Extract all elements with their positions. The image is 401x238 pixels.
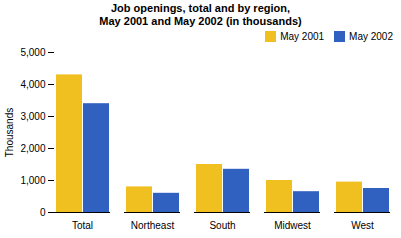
svg-text:0: 0 (40, 207, 46, 218)
html-text:Job openings, total and by reg: Job openings, total and by region, (111, 2, 290, 14)
html-text:May 2001 and May 2002 (in thou: May 2001 and May 2002 (in thousands) (99, 15, 302, 27)
svg-text:2,000: 2,000 (20, 143, 45, 154)
svg-text:West: West (351, 220, 374, 231)
svg-text:4,000: 4,000 (20, 79, 45, 90)
svg-text:5,000: 5,000 (20, 47, 45, 58)
svg-text:Northeast: Northeast (131, 220, 175, 231)
html-text:May 2001: May 2001 (280, 30, 325, 42)
svg-text:South: South (209, 220, 235, 231)
svg-text:3,000: 3,000 (20, 111, 45, 122)
svg-text:1,000: 1,000 (20, 175, 45, 186)
svg-text:Thousands: Thousands (4, 108, 15, 157)
svg-text:Total: Total (72, 220, 93, 231)
html-text:May 2002: May 2002 (349, 30, 393, 42)
svg-text:Midwest: Midwest (274, 220, 311, 231)
